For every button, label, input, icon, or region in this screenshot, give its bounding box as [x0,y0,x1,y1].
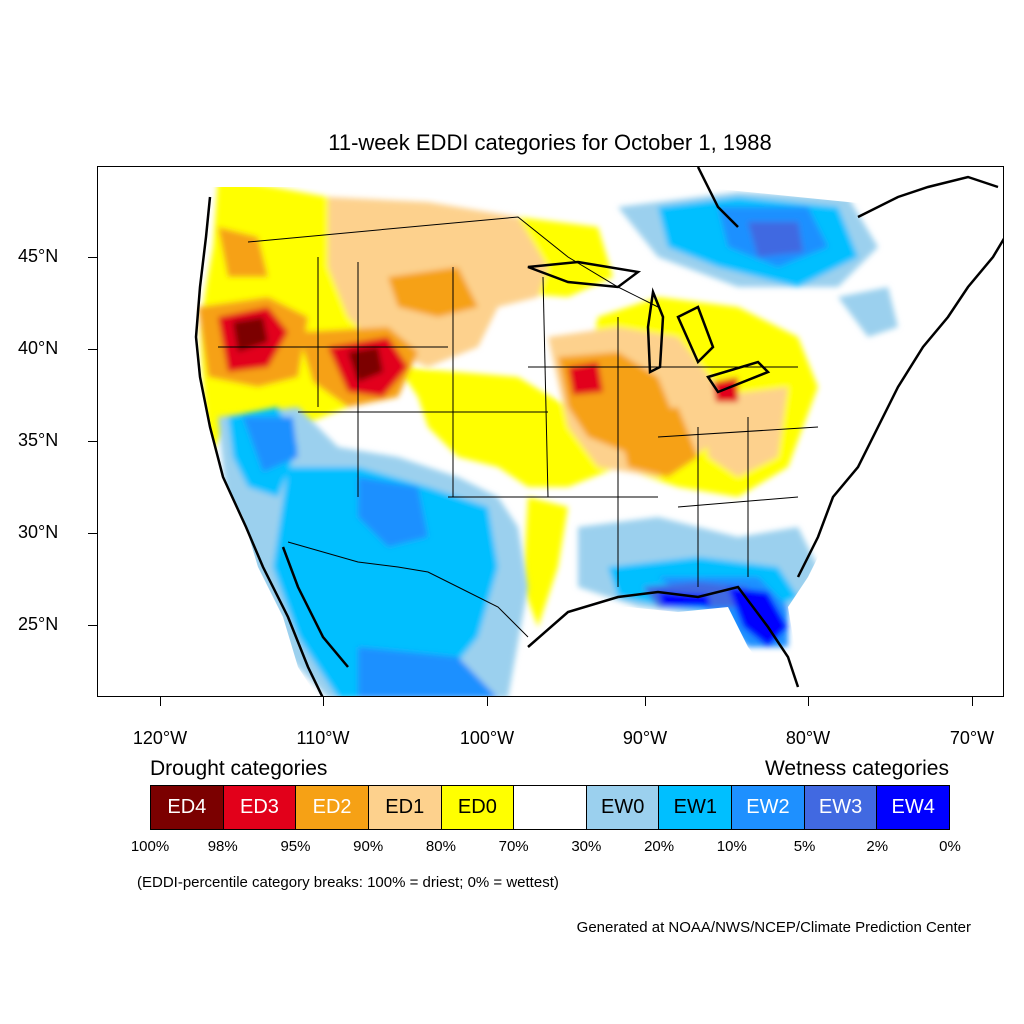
legend-swatch-neutral [514,786,587,829]
map-panel [97,166,1004,697]
legend-swatch-ed0: ED0 [441,786,515,829]
lat-label-30: 30°N [18,522,59,542]
percentile-label: 10% [716,838,747,855]
ed4-region-oregon [233,317,268,352]
percentile-label: 0% [939,838,961,855]
percentile-label: 2% [866,838,889,855]
ew2-region-nevada [243,417,298,472]
ed3-region-iowa [568,362,603,395]
atlantic-mask [788,239,1003,696]
lake-erie [706,360,771,394]
legend-swatch-ew0: EW0 [586,786,660,829]
percentile-label: 95% [280,838,311,855]
lat-tick-25 [88,625,97,626]
percentile-label: 80% [425,838,456,855]
lat-tick-35 [88,441,97,442]
legend-swatch-ed3: ED3 [223,786,297,829]
state-line-4 [542,276,549,498]
baja-coast [281,546,349,668]
ew2-region-newmexico [358,477,428,547]
lat-tick-40 [88,349,97,350]
legend-swatch-ed1: ED1 [368,786,442,829]
ew3-region-canada [748,222,803,257]
lon-tick-100 [487,697,488,706]
hudson-bay-coast [696,167,739,228]
legend-swatch-ed4: ED4 [151,786,224,829]
ed0-region-central [398,367,598,487]
lon-tick-110 [323,697,324,706]
lon-label-70: 70°W [949,728,995,748]
legend-swatch-ed2: ED2 [296,786,369,829]
percentile-label: 98% [207,838,238,855]
lake-michigan [646,287,665,374]
ed2-region-northwest-coast [218,227,268,277]
ew2-region-mexico [358,647,497,696]
ed2-region-illinois [618,407,698,477]
eddi-map [98,167,1003,696]
percentile-label: 20% [644,838,675,855]
lat-label-25: 25°N [18,614,59,634]
lon-tick-80 [808,697,809,706]
percentile-label: 90% [353,838,384,855]
category-legend: ED4 ED3 ED2 ED1 ED0 EW0 EW1 EW2 EW3 EW4 [150,785,950,830]
ew1-region-southwest [273,467,498,696]
ed0-region-texas [523,497,568,627]
state-line-10 [657,426,819,438]
lon-label-110: 110°W [296,728,350,748]
wetness-shading [218,192,898,696]
legend-swatch-ew1: EW1 [659,786,733,829]
drought-categories-header: Drought categories [150,757,328,780]
percentile-label: 100% [130,838,170,855]
percentile-label: 5% [793,838,816,855]
north-mask [208,167,1003,207]
lat-label-40: 40°N [18,338,59,358]
lon-label-90: 90°W [622,728,668,748]
credit-line: Generated at NOAA/NWS/NCEP/Climate Predi… [576,919,971,936]
lake-superior [527,260,642,289]
lon-tick-120 [160,697,161,706]
lon-tick-90 [645,697,646,706]
legend-swatch-ew4: EW4 [877,786,950,829]
lat-label-45: 45°N [18,246,59,266]
ocean-mask [98,167,1003,696]
canada-coast [857,175,999,219]
pacific-mask [98,167,317,696]
atlantic-coast [796,237,1003,578]
ew0-region-ne [838,287,898,337]
lake-huron [676,305,715,365]
lon-label-100: 100°W [459,728,515,748]
percentile-label: 70% [498,838,529,855]
map-title: 11-week EDDI categories for October 1, 1… [328,130,772,155]
lat-label-35: 35°N [18,430,59,450]
pacific-coast [194,196,324,696]
ed4-region-idaho [348,347,383,382]
gulf-mask [528,607,787,696]
lat-tick-30 [88,533,97,534]
lon-label-80: 80°W [785,728,831,748]
lon-tick-70 [972,697,973,706]
legend-swatch-ew2: EW2 [732,786,805,829]
percentile-label: 30% [571,838,602,855]
us-mexico-border [287,541,529,638]
gulf-coast [527,585,800,688]
coastlines [194,167,1003,696]
category-breaks-note: (EDDI-percentile category breaks: 100% =… [137,874,559,891]
ed2-region-montana [388,267,478,317]
wetness-categories-header: Wetness categories [764,757,949,780]
lon-label-120: 120°W [132,728,188,748]
state-line-11 [677,496,799,508]
lat-tick-45 [88,257,97,258]
us-canada-border [247,216,659,308]
state-boundaries [218,216,819,638]
ew4-region-florida [728,587,788,647]
legend-swatch-ew3: EW3 [804,786,878,829]
